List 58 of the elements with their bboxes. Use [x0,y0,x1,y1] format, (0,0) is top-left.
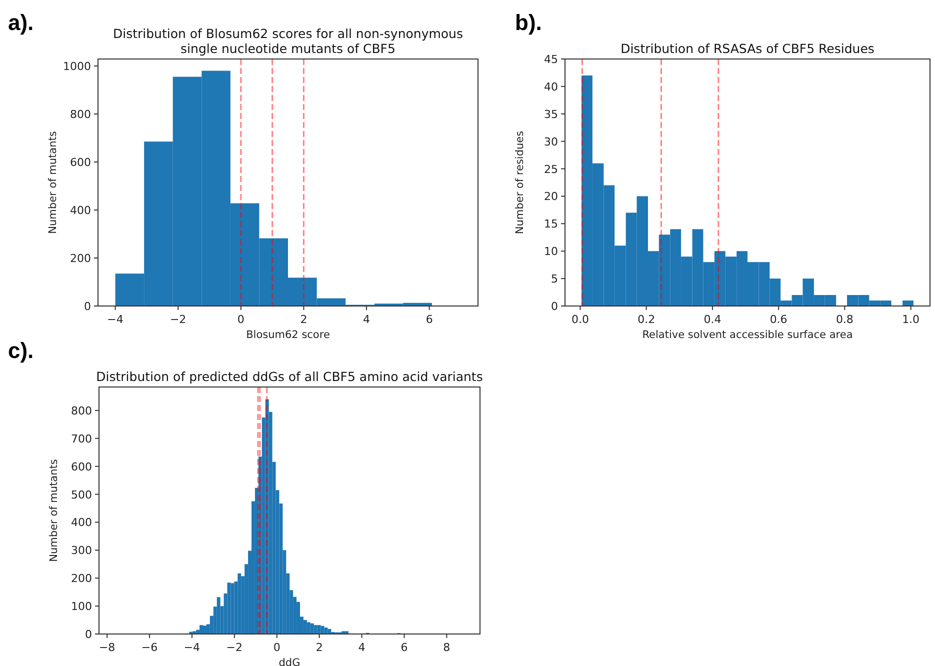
y-tick-label: 1000 [63,60,91,73]
x-tick-label: 8 [443,641,450,654]
y-tick-label: 800 [71,404,92,418]
chart-title: Distribution of Blosum62 scores for all non-synonymous single nucleotide mutants of CBF5 [113,26,463,56]
x-axis-title: Blosum62 score [246,329,330,341]
y-tick-label: 0 [84,300,91,313]
y-tick-label: 10 [544,245,558,258]
x-tick-label: 0 [237,313,244,326]
text: a). [8,10,34,35]
text: c). [8,338,34,363]
y-tick-label: 600 [71,460,92,474]
x-tick-label: 0.0 [571,313,589,326]
x-tick-label: 0 [273,641,280,654]
y-tick-label: 200 [70,252,91,265]
x-tick-label: 6 [426,313,433,326]
x-tick-label: −2 [226,641,243,654]
x-tick-label: 0.8 [836,313,854,326]
y-tick-label: 45 [544,53,558,66]
y-axis-title: Number of residues [514,130,526,234]
y-tick-label: 5 [551,272,558,286]
x-tick-label: −6 [141,641,158,654]
y-tick-label: 100 [71,600,92,614]
x-tick-label: 0.6 [770,313,788,326]
y-axis-title: Number of mutants [48,459,60,562]
x-tick-label: 0.2 [638,313,656,326]
y-tick-label: 500 [71,488,92,502]
x-tick-label: 4 [363,313,370,326]
x-axis-title: Relative solvent accessible surface area [642,329,853,341]
x-tick-label: −8 [98,641,116,654]
y-tick-label: 0 [551,300,558,313]
y-tick-label: 25 [544,162,558,176]
y-tick-label: 40 [544,80,558,94]
y-tick-label: 30 [544,135,558,148]
chart-title: Distribution of RSASAs of CBF5 Residues [620,41,874,56]
y-tick-label: 300 [71,544,92,558]
y-axis-title: Number of mutants [47,131,59,234]
x-tick-label: 0.4 [704,313,722,326]
y-tick-label: 800 [70,108,91,121]
y-tick-label: 15 [544,218,558,231]
x-tick-label: −2 [170,313,186,326]
x-tick-label: 2 [300,313,308,326]
text: b). [515,10,542,35]
y-tick-label: 35 [544,108,558,121]
y-tick-label: 200 [71,572,92,586]
y-tick-label: 400 [71,516,92,530]
y-tick-label: 700 [71,432,92,446]
x-tick-label: −4 [184,641,200,654]
chart-title: Distribution of predicted ddGs of all CBF5 amino acid variants [96,369,483,384]
x-tick-label: 4 [358,641,366,654]
x-tick-label: 6 [400,641,408,654]
y-tick-label: 400 [70,204,91,217]
x-tick-label: 1.0 [902,313,920,326]
x-tick-label: 2 [316,641,323,654]
y-tick-label: 20 [544,190,558,204]
y-tick-label: 600 [70,156,91,169]
x-axis-title: ddG [278,657,300,666]
x-tick-label: −4 [107,313,124,326]
y-tick-label: 0 [85,628,92,641]
